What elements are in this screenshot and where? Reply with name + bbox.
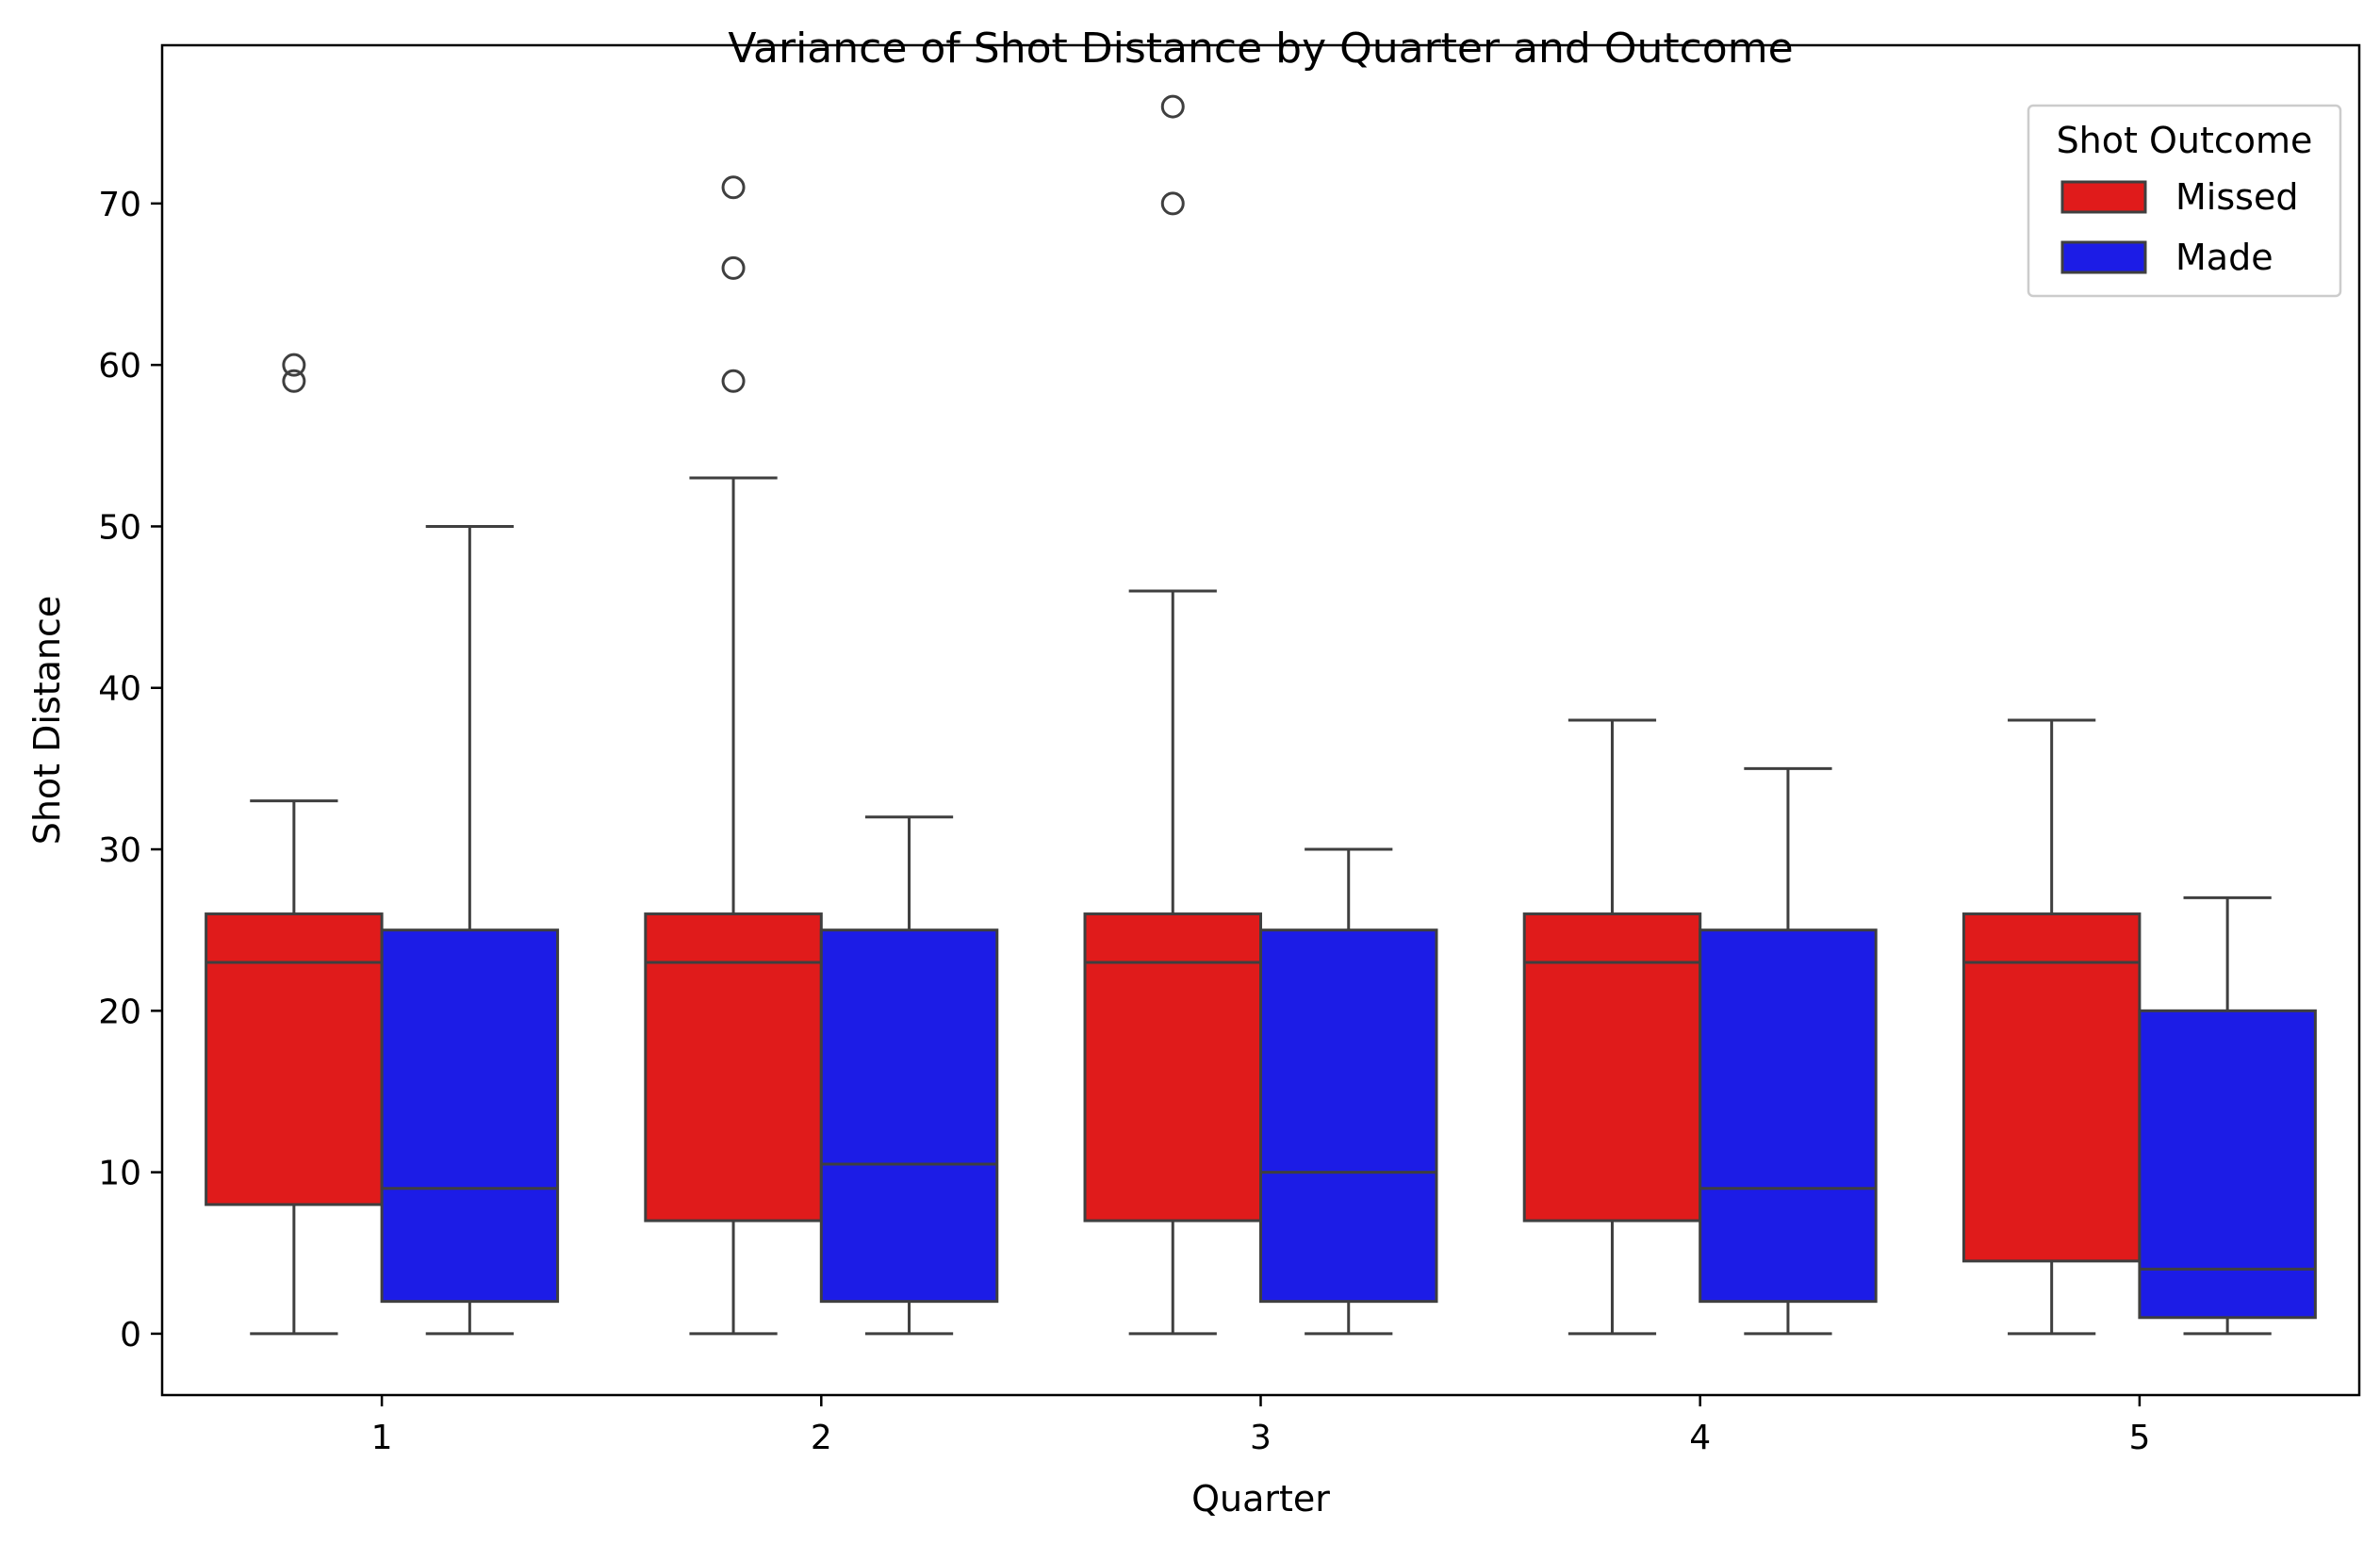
box-made-quarter-5 xyxy=(2138,895,2317,1336)
legend-items: Missed Made xyxy=(2060,176,2298,278)
outlier-point xyxy=(1160,191,1185,216)
box-missed-quarter-3 xyxy=(1083,94,1263,1336)
y-tick-label: 60 xyxy=(98,347,141,386)
iqr-box xyxy=(2138,1009,2317,1320)
y-tick-label: 50 xyxy=(98,508,141,547)
y-tick-label: 20 xyxy=(98,993,141,1031)
box-made-quarter-2 xyxy=(819,815,999,1336)
outlier-point xyxy=(721,175,746,200)
chart-title: Variance of Shot Distance by Quarter and… xyxy=(728,25,1793,73)
box-missed-quarter-5 xyxy=(1961,718,2142,1336)
box-made-quarter-4 xyxy=(1699,766,1878,1336)
x-tick-label: 3 xyxy=(1250,1419,1272,1457)
outlier-point xyxy=(282,353,306,377)
legend-label: Made xyxy=(2175,237,2273,278)
outlier-point xyxy=(1160,94,1185,119)
x-tick-label: 4 xyxy=(1689,1419,1711,1457)
y-tick-label: 70 xyxy=(98,186,141,224)
x-tick-label: 1 xyxy=(371,1419,393,1457)
box-made-quarter-3 xyxy=(1259,847,1438,1336)
box-made-quarter-1 xyxy=(380,524,560,1336)
box-missed-quarter-2 xyxy=(644,175,823,1336)
iqr-box xyxy=(1699,928,1878,1304)
y-tick-label: 10 xyxy=(98,1155,141,1193)
x-tick-label: 5 xyxy=(2128,1419,2150,1457)
box-missed-quarter-1 xyxy=(205,353,384,1336)
x-axis-label: Quarter xyxy=(1191,1478,1330,1519)
outlier-point xyxy=(721,369,746,393)
iqr-box xyxy=(819,928,999,1304)
legend-item-missed: Missed xyxy=(2060,176,2298,218)
iqr-box xyxy=(205,912,384,1207)
x-tick-label: 2 xyxy=(811,1419,832,1457)
legend-label: Missed xyxy=(2175,176,2298,218)
iqr-box xyxy=(380,928,560,1304)
axis-ticks: 0 10 20 30 40 50 60 70 1 2 3 4 5 xyxy=(98,186,2150,1457)
outlier-point xyxy=(282,369,306,393)
legend-item-made: Made xyxy=(2060,237,2273,278)
legend-swatch xyxy=(2060,180,2147,214)
legend-swatch xyxy=(2060,240,2147,274)
y-axis-label: Shot Distance xyxy=(26,596,68,846)
y-tick-label: 0 xyxy=(120,1316,141,1355)
iqr-box xyxy=(1259,928,1438,1304)
outlier-point xyxy=(721,255,746,280)
iqr-box xyxy=(644,912,823,1223)
legend-title: Shot Outcome xyxy=(2057,120,2313,161)
iqr-box xyxy=(1522,912,1702,1223)
y-tick-label: 30 xyxy=(98,831,141,870)
iqr-box xyxy=(1961,912,2142,1263)
iqr-box xyxy=(1083,912,1263,1223)
legend: Shot Outcome Missed Made xyxy=(2027,104,2342,298)
plot-area xyxy=(205,94,2317,1336)
y-tick-label: 40 xyxy=(98,670,141,709)
